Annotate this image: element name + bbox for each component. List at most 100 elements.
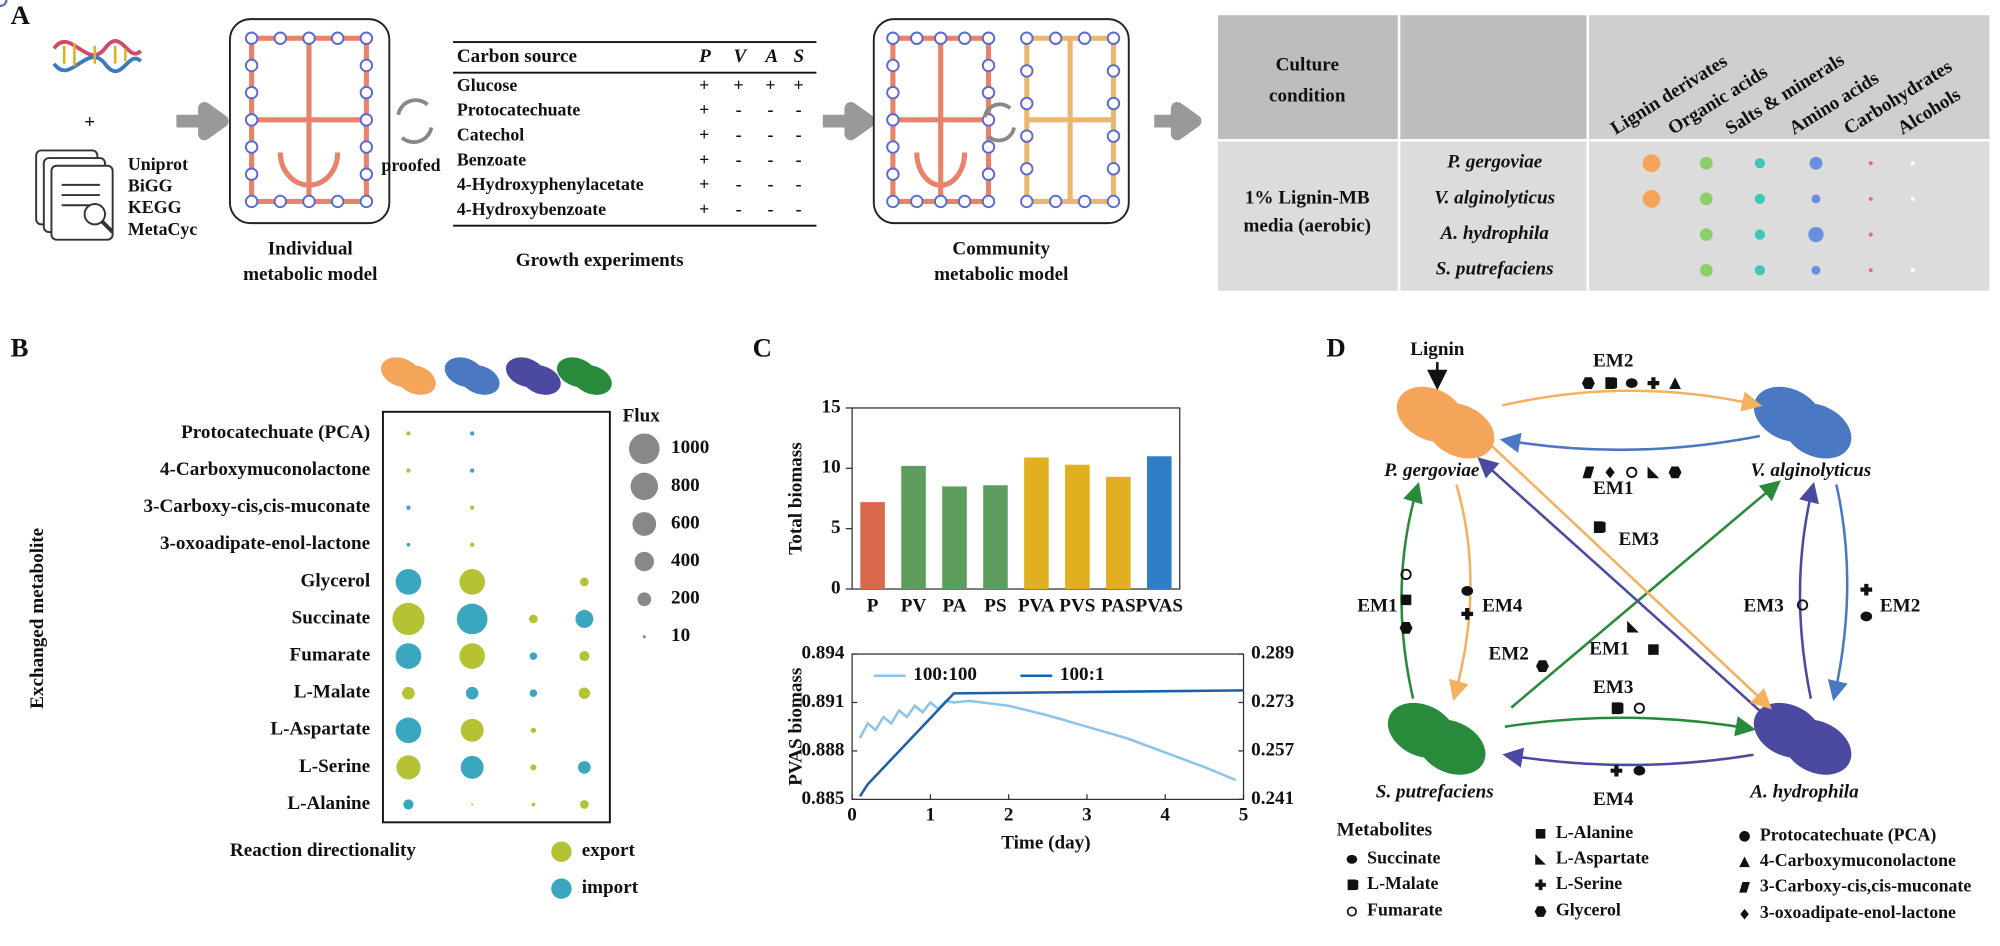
bubble	[470, 468, 475, 473]
table-cell: -	[796, 199, 802, 219]
table-cell: 4-Hydroxybenzoate	[457, 199, 606, 219]
network-node	[1077, 31, 1092, 45]
bar	[1106, 476, 1131, 590]
size-legend-bubble	[628, 433, 660, 465]
model-caption: Community	[952, 238, 1050, 259]
culture-condition: 1% Lignin-MB	[1245, 187, 1370, 208]
bubble	[530, 764, 537, 771]
plot-frame	[851, 407, 1181, 590]
y2-tick-label: 0.257	[1251, 739, 1294, 760]
legend-label: 4-Carboxymuconolactone	[1760, 850, 1956, 870]
x-tick-label: 1	[926, 804, 936, 825]
bar	[860, 502, 885, 590]
network-node	[244, 194, 259, 209]
culture-header	[1587, 15, 1990, 141]
bubble	[406, 505, 411, 510]
culture-dots	[1642, 154, 1915, 277]
bubble	[402, 686, 415, 700]
exchange-arrows	[1400, 389, 1849, 768]
y-tick-label: 10	[822, 457, 841, 478]
bubble	[530, 727, 537, 733]
bubble	[403, 799, 414, 810]
bubble	[465, 686, 479, 700]
network-node	[910, 31, 924, 45]
table-header: Carbon source	[457, 46, 577, 67]
size-legend-label: 400	[671, 550, 700, 571]
plus: +	[84, 112, 95, 133]
exchange-label: EM1	[1589, 639, 1629, 660]
y2-tick-label: 0.289	[1251, 642, 1294, 663]
panel-label: D	[1326, 333, 1345, 363]
x-tick-label: 5	[1239, 804, 1249, 825]
table-cell: -	[768, 100, 774, 120]
exchange-label: EM4	[1482, 595, 1523, 616]
table-header: S	[793, 46, 804, 67]
size-legend-label: 800	[671, 475, 700, 496]
x-tick-label: PVAS	[1136, 595, 1183, 616]
network-node	[273, 31, 287, 45]
network-node	[330, 31, 345, 45]
bubble	[580, 577, 589, 587]
legend-symbol	[1535, 829, 1546, 839]
y2-tick-label: 0.241	[1251, 788, 1294, 809]
bubble	[460, 718, 484, 742]
legend-symbol	[1535, 879, 1546, 891]
category-label: Succinate	[292, 607, 371, 628]
network-node	[981, 194, 996, 209]
category-label: 4-Carboxymuconolactone	[160, 459, 370, 480]
exchange-label: EM3	[1619, 529, 1659, 550]
bubble	[578, 687, 591, 699]
organism-label: A. hydrophila	[1749, 781, 1859, 802]
document-icon	[35, 149, 114, 241]
culture-header: condition	[1269, 85, 1346, 106]
organism-icon	[521, 365, 561, 395]
legend-label: 100:100	[913, 664, 977, 685]
network-node	[910, 194, 924, 209]
network-node	[1106, 194, 1121, 209]
network-node	[1106, 129, 1121, 143]
bubble	[406, 431, 411, 436]
arrow	[176, 101, 229, 141]
legend-symbol	[1347, 879, 1359, 891]
table-cell: +	[699, 125, 709, 145]
species-label: A. hydrophila	[1440, 223, 1550, 244]
y-axis-label: PVAS biomass	[786, 668, 807, 786]
table-cell: Glucose	[457, 75, 518, 95]
network-node	[1048, 194, 1063, 209]
legend-label: L-Alanine	[1556, 822, 1633, 842]
table-cell: +	[699, 174, 709, 194]
network-node	[1106, 96, 1121, 111]
table-header: A	[764, 46, 778, 67]
network-node	[981, 85, 996, 100]
organism-label: P. gergoviae	[1383, 460, 1480, 481]
dna-icon	[52, 39, 143, 73]
network-node	[330, 194, 345, 209]
table-cell: Protocatechuate	[457, 100, 581, 120]
network-node	[886, 85, 900, 100]
table-cell: -	[736, 125, 742, 145]
legend-label: 100:1	[1060, 664, 1105, 685]
color-legend-dot	[551, 841, 572, 862]
legend-symbol	[1346, 854, 1358, 864]
bubble	[470, 505, 475, 510]
network-node	[1106, 64, 1121, 78]
table-rule	[1218, 15, 1990, 291]
bubble	[395, 569, 422, 595]
bubble	[470, 542, 475, 547]
exchange-label: EM2	[1489, 644, 1529, 665]
bubble	[580, 800, 589, 809]
database-label: MetaCyc	[128, 219, 197, 239]
network-node	[359, 58, 374, 73]
size-legend-bubble	[630, 472, 658, 501]
table-cell: -	[768, 149, 774, 169]
exchange-label: EM1	[1357, 595, 1397, 616]
table-cell: -	[736, 174, 742, 194]
table-cell: -	[796, 149, 802, 169]
network-node	[302, 31, 316, 45]
size-legend-title: Flux	[623, 405, 661, 426]
network-node	[981, 31, 996, 45]
bubble	[529, 689, 538, 697]
network-node	[302, 194, 316, 209]
input-label: Lignin	[1410, 339, 1465, 360]
y-tick-label: 0.888	[801, 739, 844, 760]
